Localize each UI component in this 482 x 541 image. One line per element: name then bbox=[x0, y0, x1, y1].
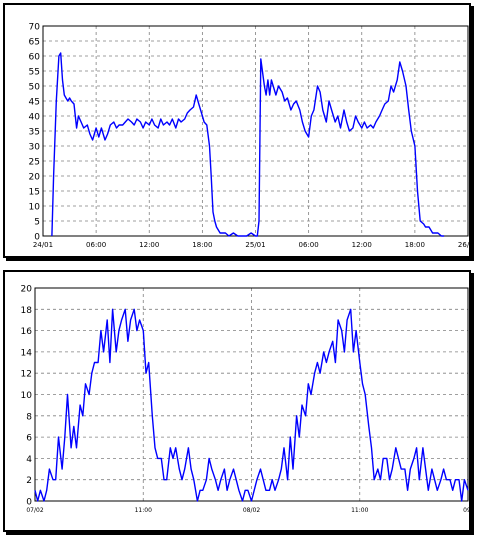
y-tick-label: 10 bbox=[29, 203, 41, 213]
y-tick-label: 30 bbox=[29, 143, 41, 153]
x-tick-label: 12:00 bbox=[352, 241, 372, 249]
x-tick-label: 24/01 bbox=[33, 241, 53, 249]
x-tick-label: 06:00 bbox=[299, 241, 319, 249]
y-tick-label: 60 bbox=[29, 53, 41, 63]
x-tick-label: 08/02 bbox=[243, 507, 260, 514]
y-tick-label: 25 bbox=[29, 158, 40, 168]
y-tick-label: 15 bbox=[29, 188, 40, 198]
chart-top-svg: 0 5 10 15 20 25 30 35 40 45 50 55 60 65 70 24/01 06:00 12… bbox=[29, 23, 469, 250]
y-tick-label: 6 bbox=[26, 434, 32, 444]
x-tick-label: 12:00 bbox=[139, 241, 159, 249]
y-tick-label: 5 bbox=[34, 218, 40, 228]
x-tick-label: 25/01 bbox=[245, 241, 265, 249]
y-tick-label: 16 bbox=[21, 327, 33, 337]
x-tick-label: 11:00 bbox=[135, 507, 152, 514]
y-tick-label: 18 bbox=[21, 306, 33, 316]
y-tick-label: 8 bbox=[26, 412, 32, 422]
y-tick-label: 35 bbox=[29, 128, 40, 138]
x-tick-label: 18:00 bbox=[192, 241, 212, 249]
chart-panel-bottom: 0 2 4 6 8 10 12 14 16 18 20 07/02 11:00 08/02 11:00 09/ bbox=[3, 270, 471, 532]
x-tick-label: 18:00 bbox=[405, 241, 425, 249]
series-line bbox=[34, 308, 469, 502]
chart-bottom-svg: 0 2 4 6 8 10 12 14 16 18 20 07/02 11:00 08/02 11:00 09/ bbox=[21, 285, 469, 515]
y-tick-label: 50 bbox=[29, 83, 41, 93]
y-tick-label: 10 bbox=[21, 391, 33, 401]
y-tick-label: 40 bbox=[29, 113, 41, 123]
y-tick-label: 20 bbox=[21, 285, 33, 295]
y-tick-label: 12 bbox=[21, 370, 32, 380]
y-tick-label: 2 bbox=[26, 476, 32, 486]
y-tick-label: 70 bbox=[29, 23, 41, 33]
x-tick-label: 11:00 bbox=[351, 507, 368, 514]
y-tick-label: 14 bbox=[21, 348, 33, 358]
y-tick-label: 65 bbox=[29, 38, 40, 48]
y-tick-label: 45 bbox=[29, 98, 40, 108]
chart-panel-top: 0 5 10 15 20 25 30 35 40 45 50 55 60 65 70 24/01 06:00 12… bbox=[3, 3, 471, 258]
series-line bbox=[51, 52, 445, 237]
y-tick-label: 55 bbox=[29, 68, 40, 78]
y-tick-label: 20 bbox=[29, 173, 41, 183]
y-tick-label: 0 bbox=[34, 233, 40, 243]
x-tick-label: 26/01 bbox=[458, 241, 469, 249]
x-tick-label: 09/ bbox=[463, 507, 469, 514]
x-tick-label: 07/02 bbox=[26, 507, 43, 514]
y-tick-label: 0 bbox=[26, 498, 32, 508]
x-tick-label: 06:00 bbox=[86, 241, 106, 249]
y-tick-label: 4 bbox=[26, 455, 32, 465]
